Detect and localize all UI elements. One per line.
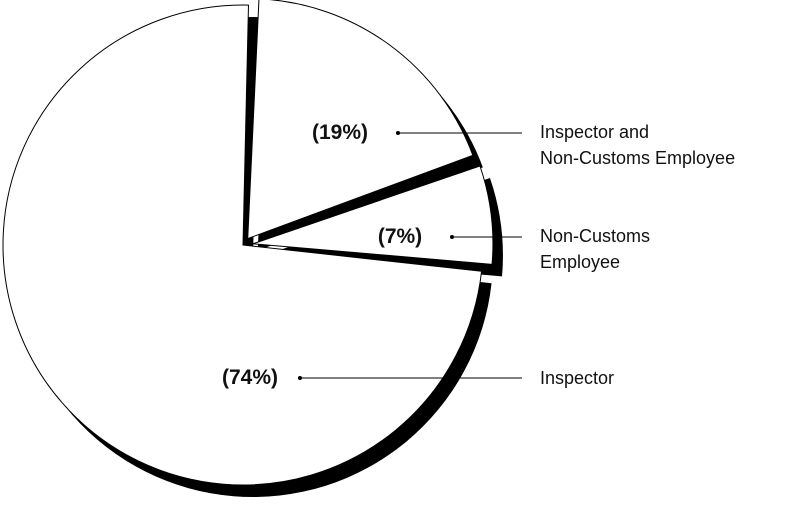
category-label: Non-Customs Employee bbox=[540, 226, 651, 272]
category-label: Inspector bbox=[540, 368, 615, 388]
value-label: (19%) bbox=[311, 121, 369, 144]
pie-slice bbox=[252, 165, 494, 265]
pie-slice bbox=[2, 4, 483, 486]
category-label: Inspector and Non-Customs Employee bbox=[540, 122, 736, 168]
pie-slice bbox=[247, 0, 474, 240]
value-label: (7%) bbox=[377, 225, 423, 248]
value-label: (74%) bbox=[221, 366, 279, 389]
